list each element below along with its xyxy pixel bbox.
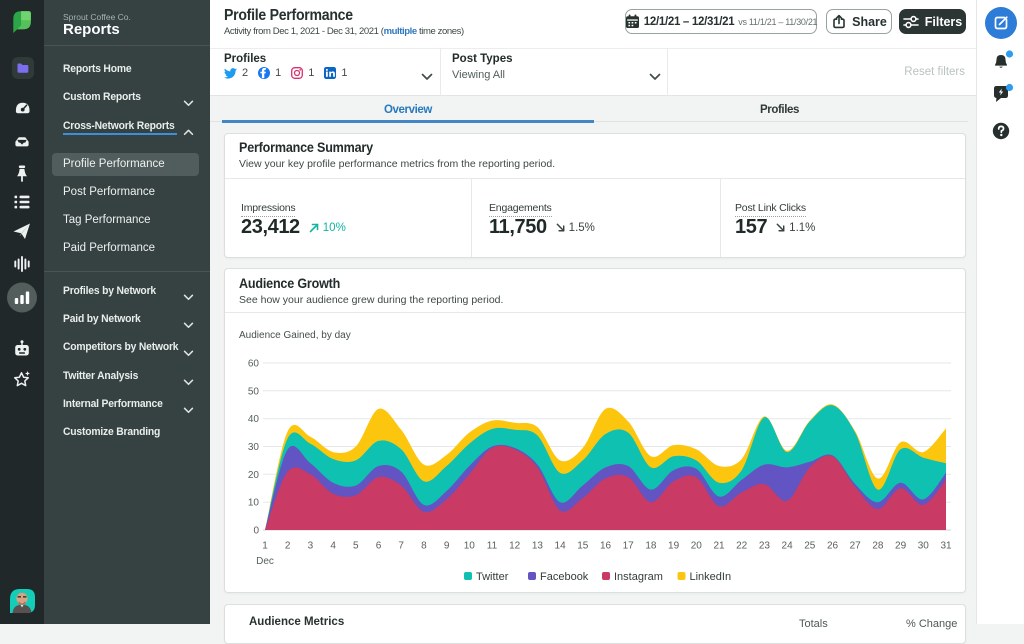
- svg-text:24: 24: [782, 541, 794, 552]
- svg-text:11: 11: [487, 541, 498, 552]
- svg-text:Facebook: Facebook: [540, 571, 589, 583]
- svg-text:30: 30: [918, 541, 930, 552]
- svg-text:31: 31: [940, 541, 952, 552]
- svg-text:29: 29: [895, 541, 907, 552]
- svg-text:60: 60: [248, 359, 260, 370]
- svg-text:13: 13: [532, 541, 544, 552]
- svg-text:26: 26: [827, 541, 839, 552]
- svg-text:0: 0: [253, 526, 259, 537]
- svg-text:7: 7: [398, 541, 404, 552]
- svg-text:14: 14: [555, 541, 567, 552]
- svg-text:9: 9: [444, 541, 450, 552]
- svg-text:23: 23: [759, 541, 771, 552]
- svg-text:10: 10: [464, 541, 476, 552]
- svg-text:50: 50: [248, 386, 260, 397]
- svg-text:Twitter: Twitter: [476, 571, 509, 583]
- svg-text:20: 20: [691, 541, 703, 552]
- svg-text:27: 27: [850, 541, 862, 552]
- svg-text:16: 16: [600, 541, 612, 552]
- svg-text:1: 1: [262, 541, 268, 552]
- svg-text:4: 4: [330, 541, 336, 552]
- svg-text:30: 30: [248, 442, 260, 453]
- svg-text:8: 8: [421, 541, 427, 552]
- svg-text:28: 28: [872, 541, 884, 552]
- svg-text:6: 6: [376, 541, 382, 552]
- svg-text:19: 19: [668, 541, 680, 552]
- svg-text:18: 18: [645, 541, 657, 552]
- svg-text:Instagram: Instagram: [614, 571, 663, 583]
- svg-text:Dec: Dec: [256, 556, 274, 567]
- svg-text:15: 15: [577, 541, 589, 552]
- svg-text:2: 2: [285, 541, 291, 552]
- svg-text:40: 40: [248, 414, 260, 425]
- svg-text:20: 20: [248, 470, 260, 481]
- svg-text:25: 25: [804, 541, 816, 552]
- svg-text:5: 5: [353, 541, 359, 552]
- svg-text:21: 21: [713, 541, 725, 552]
- svg-text:22: 22: [736, 541, 748, 552]
- svg-text:LinkedIn: LinkedIn: [690, 571, 732, 583]
- svg-text:10: 10: [248, 498, 260, 509]
- svg-text:12: 12: [509, 541, 521, 552]
- svg-text:3: 3: [308, 541, 314, 552]
- svg-text:17: 17: [623, 541, 635, 552]
